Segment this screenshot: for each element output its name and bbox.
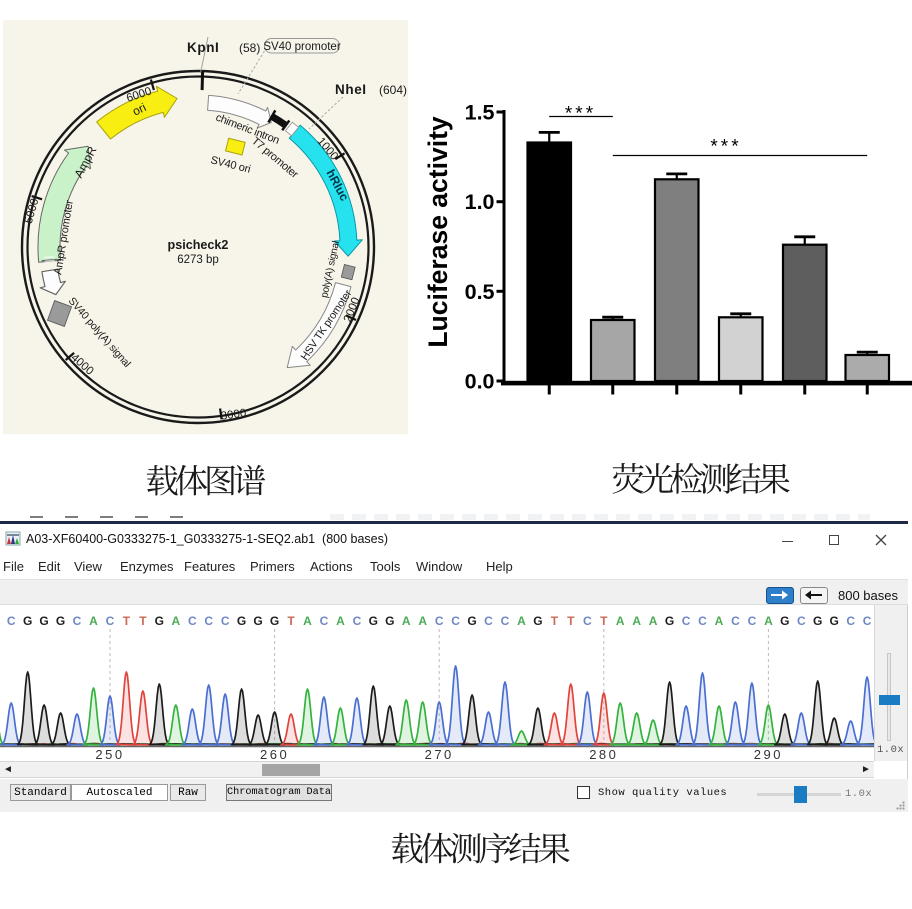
svg-text:A: A	[303, 614, 312, 628]
svg-text:A: A	[616, 614, 625, 628]
svg-text:G: G	[155, 614, 164, 628]
svg-text:G: G	[270, 614, 279, 628]
svg-text:G: G	[830, 614, 839, 628]
svg-text:KpnI: KpnI	[187, 40, 219, 55]
svg-text:A: A	[715, 614, 724, 628]
svg-text:ori: ori	[130, 100, 148, 118]
svg-text:C: C	[73, 614, 82, 628]
svg-text:(604): (604)	[379, 83, 407, 97]
svg-text:260: 260	[260, 747, 289, 761]
svg-text:270: 270	[425, 747, 454, 761]
svg-text:G: G	[237, 614, 246, 628]
svg-text:G: G	[253, 614, 262, 628]
svg-text:A: A	[649, 614, 658, 628]
svg-text:C: C	[797, 614, 806, 628]
svg-text:(58): (58)	[239, 41, 260, 55]
svg-text:G: G	[467, 614, 476, 628]
svg-text:A: A	[517, 614, 526, 628]
svg-text:G: G	[39, 614, 48, 628]
svg-text:250: 250	[95, 747, 124, 761]
svg-text:A: A	[89, 614, 98, 628]
svg-text:0.5: 0.5	[465, 280, 495, 304]
svg-text:psicheck2: psicheck2	[168, 238, 229, 252]
svg-text:290: 290	[754, 747, 783, 761]
svg-text:C: C	[188, 614, 197, 628]
svg-text:***: ***	[565, 104, 596, 125]
svg-text:G: G	[23, 614, 32, 628]
svg-text:C: C	[7, 614, 16, 628]
svg-text:G: G	[369, 614, 378, 628]
svg-text:T: T	[567, 614, 575, 628]
svg-text:T: T	[600, 614, 608, 628]
svg-text:C: C	[353, 614, 362, 628]
svg-text:C: C	[204, 614, 213, 628]
svg-text:C: C	[846, 614, 855, 628]
svg-text:C: C	[682, 614, 691, 628]
svg-text:6273 bp: 6273 bp	[177, 254, 219, 266]
svg-text:C: C	[435, 614, 444, 628]
svg-text:0.0: 0.0	[465, 370, 495, 394]
svg-text:G: G	[385, 614, 394, 628]
svg-text:A: A	[418, 614, 427, 628]
svg-text:A: A	[764, 614, 773, 628]
svg-text:G: G	[56, 614, 65, 628]
svg-text:T: T	[139, 614, 147, 628]
svg-text:T: T	[287, 614, 295, 628]
svg-text:C: C	[106, 614, 115, 628]
svg-text:A: A	[171, 614, 180, 628]
svg-text:T: T	[551, 614, 559, 628]
svg-text:A: A	[336, 614, 345, 628]
svg-text:C: C	[451, 614, 460, 628]
svg-text:G: G	[780, 614, 789, 628]
svg-text:C: C	[863, 614, 872, 628]
svg-text:1.0: 1.0	[465, 190, 495, 214]
svg-text:C: C	[731, 614, 740, 628]
svg-text:C: C	[320, 614, 329, 628]
svg-text:C: C	[698, 614, 707, 628]
svg-text:C: C	[583, 614, 592, 628]
svg-text:G: G	[533, 614, 542, 628]
svg-text:A: A	[632, 614, 641, 628]
svg-text:NheI: NheI	[335, 82, 367, 97]
svg-text:A: A	[402, 614, 411, 628]
svg-text:1.5: 1.5	[465, 101, 495, 125]
svg-text:C: C	[501, 614, 510, 628]
svg-text:Luciferase activity: Luciferase activity	[423, 116, 453, 348]
svg-text:G: G	[665, 614, 674, 628]
svg-text:SV40 promoter: SV40 promoter	[263, 41, 341, 53]
svg-text:C: C	[484, 614, 493, 628]
svg-text:***: ***	[710, 137, 741, 158]
svg-text:3000: 3000	[220, 407, 247, 422]
svg-text:T: T	[123, 614, 131, 628]
svg-text:C: C	[748, 614, 757, 628]
svg-text:280: 280	[589, 747, 618, 761]
svg-text:C: C	[221, 614, 230, 628]
svg-text:G: G	[813, 614, 822, 628]
